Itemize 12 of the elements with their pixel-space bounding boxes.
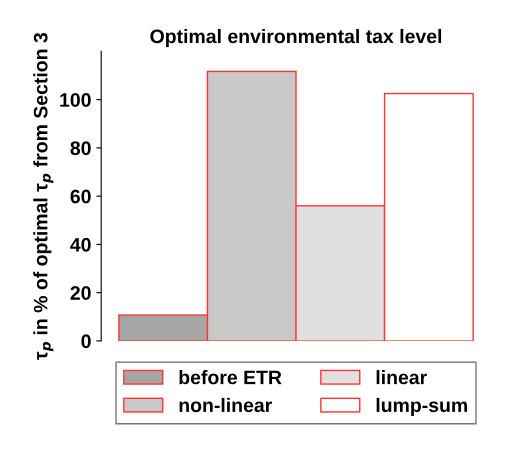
legend-label: non-linear [180,398,272,412]
legend-label: before ETR [180,370,282,384]
legend-label: lump-sum [376,398,468,416]
y-tick-label: 20 [70,286,91,300]
legend-label: linear [376,370,427,384]
y-tick-label: 40 [70,238,91,252]
chart-title: Optimal environmental tax level [150,28,442,48]
y-tick-label: 0 [81,334,91,348]
y-tick-label: 100 [60,93,91,107]
y-axis-title: τ$_{p}$ in % of optimal τ$_{p}$ from Section 3 [33,32,54,360]
y-tick-label: 80 [70,141,91,156]
y-tick-label: 60 [70,190,91,204]
